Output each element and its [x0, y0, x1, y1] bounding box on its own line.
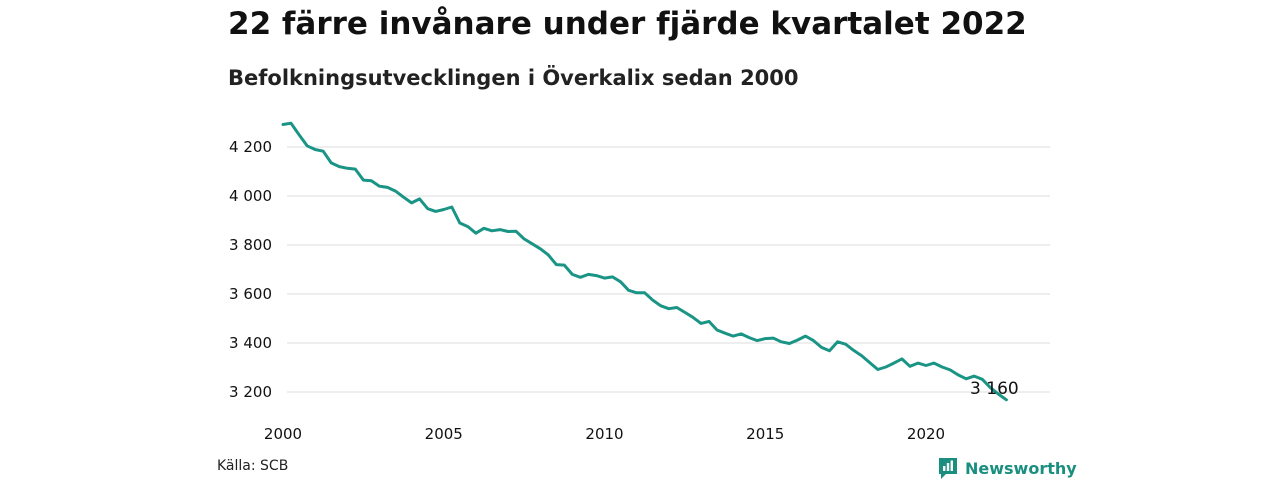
x-tick-label: 2000: [264, 425, 302, 443]
series-line: [281, 121, 1008, 402]
x-tick-label: 2005: [425, 425, 463, 443]
y-tick-label: 3 600: [229, 285, 272, 303]
source-note: Källa: SCB: [217, 458, 289, 474]
chart-title: 22 färre invånare under fjärde kvartalet…: [228, 6, 1027, 42]
end-value-label: 3 160: [970, 379, 1019, 399]
x-tick-label: 2015: [746, 425, 784, 443]
y-tick-label: 4 200: [229, 138, 272, 156]
grid-lines: [287, 146, 1050, 393]
x-tick-label: 2010: [585, 425, 623, 443]
brand-name: Newsworthy: [965, 458, 1077, 478]
y-tick-label: 3 400: [229, 334, 272, 352]
x-axis-ticks: 2000 2005 2010 2015 2020: [264, 425, 945, 443]
y-tick-label: 3 800: [229, 236, 272, 254]
y-tick-label: 4 000: [229, 187, 272, 205]
series-layer: [281, 121, 1008, 402]
bar-chart-speech-icon: [939, 458, 957, 479]
chart-subtitle: Befolkningsutvecklingen i Överkalix seda…: [228, 66, 799, 90]
x-tick-label: 2020: [907, 425, 945, 443]
brand-logo: Newsworthy: [937, 456, 1077, 480]
y-axis-ticks: 3 200 3 400 3 600 3 800 4 000 4 200: [229, 138, 272, 401]
y-tick-label: 3 200: [229, 383, 272, 401]
